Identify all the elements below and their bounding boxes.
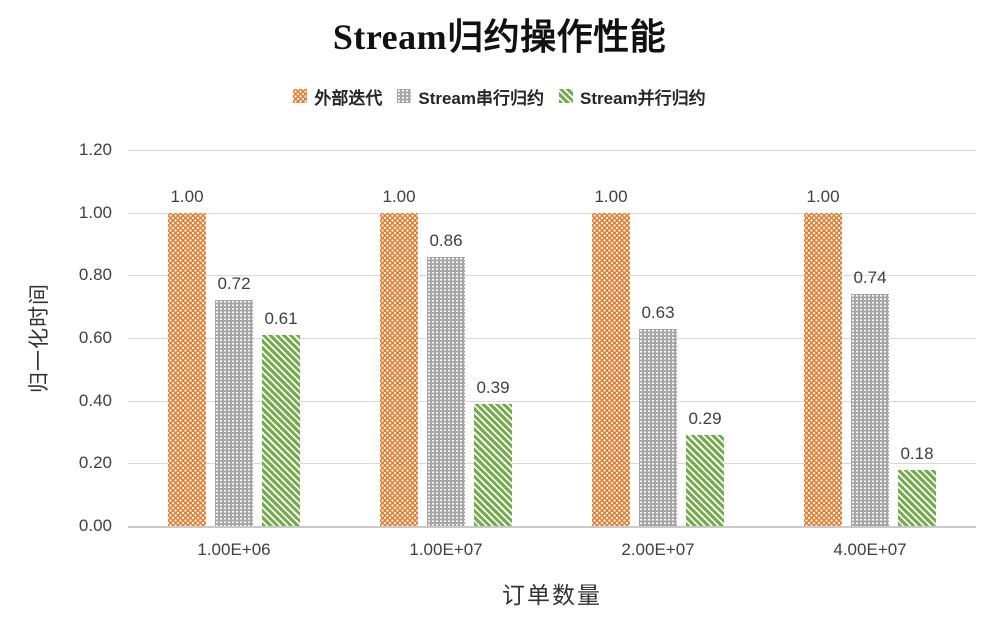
x-axis-ticks: 1.00E+06 1.00E+07 2.00E+07 4.00E+07: [128, 540, 976, 560]
diamond-dots-swatch-icon: [293, 89, 308, 103]
bar-value-label: 0.29: [688, 409, 722, 429]
gridline: [128, 463, 976, 465]
bar-value-label: 0.63: [641, 302, 675, 322]
y-tick-label: 0.20: [78, 453, 112, 473]
x-axis-title: 订单数量: [502, 583, 602, 608]
legend: 外部迭代 Stream串行归约 Stream并行归约: [0, 82, 999, 110]
bar: 0.61: [262, 309, 300, 526]
bar-value-label: 1.00: [806, 186, 840, 206]
y-axis-title: 归一化时间: [27, 283, 51, 393]
gridline: [128, 338, 976, 339]
legend-label: 外部迭代: [314, 88, 383, 108]
legend-label: Stream串行归约: [418, 88, 544, 108]
gridline: [128, 212, 976, 214]
grid-dots-swatch-icon: [397, 89, 412, 103]
y-tick-label: 0.80: [78, 265, 112, 285]
gridline: [128, 400, 976, 402]
bar-value-label: 0.72: [217, 274, 251, 294]
bar: 0.39: [474, 378, 512, 526]
bar-value-label: 1.00: [382, 186, 416, 206]
bar-value-label: 1.00: [594, 186, 628, 206]
legend-item: 外部迭代: [293, 84, 382, 109]
bar: 0.18: [898, 444, 936, 526]
y-tick-label: 1.00: [78, 202, 112, 222]
bar: 0.29: [686, 409, 724, 526]
bar-value-label: 0.39: [476, 377, 510, 397]
legend-item: Stream并行归约: [559, 84, 706, 109]
diagonal-stripes-swatch-icon: [559, 89, 573, 103]
x-tick-label: 1.00E+06: [197, 540, 271, 559]
bar-group: 1.00 0.74 0.18: [764, 150, 976, 526]
bar-value-label: 0.74: [853, 268, 887, 288]
plot-area: 0.00 0.20 0.40 0.60 0.80 1.00 1.20 1.00 0.72 0.6…: [79, 140, 976, 535]
bar-value-label: 1.00: [170, 186, 204, 206]
bar-groups: 1.00 0.72 0.61 1.00 0.86 0.39 1.00 0.63 0.29 1.00…: [128, 150, 976, 526]
bar: 1.00: [592, 187, 630, 526]
bar-value-label: 0.61: [264, 308, 298, 328]
x-tick-label: 1.00E+07: [409, 540, 483, 559]
bar-value-label: 0.18: [900, 443, 934, 463]
bar-group: 1.00 0.63 0.29: [552, 150, 764, 526]
bar: 0.72: [215, 274, 253, 526]
x-tick-label: 2.00E+07: [621, 540, 695, 559]
y-tick-label: 0.00: [78, 516, 112, 535]
y-tick-label: 0.40: [78, 390, 112, 410]
bar-value-label: 0.86: [429, 230, 463, 250]
bar: 1.00: [804, 187, 842, 526]
chart-title: Stream归约操作性能: [332, 17, 667, 57]
x-tick-label: 4.00E+07: [833, 540, 907, 559]
bar-group: 1.00 0.86 0.39: [340, 150, 552, 526]
y-tick-label: 1.20: [78, 140, 112, 159]
bar: 1.00: [168, 187, 206, 526]
bar: 1.00: [380, 187, 418, 526]
gridline: [128, 150, 976, 151]
gridline: [128, 275, 976, 277]
bar: 0.86: [427, 231, 465, 526]
y-tick-label: 0.60: [78, 328, 112, 347]
legend-label: Stream并行归约: [580, 88, 706, 108]
legend-item: Stream串行归约: [397, 84, 544, 109]
bar: 0.74: [851, 268, 889, 526]
bar-group: 1.00 0.72 0.61: [128, 150, 340, 526]
bar: 0.63: [639, 303, 677, 526]
